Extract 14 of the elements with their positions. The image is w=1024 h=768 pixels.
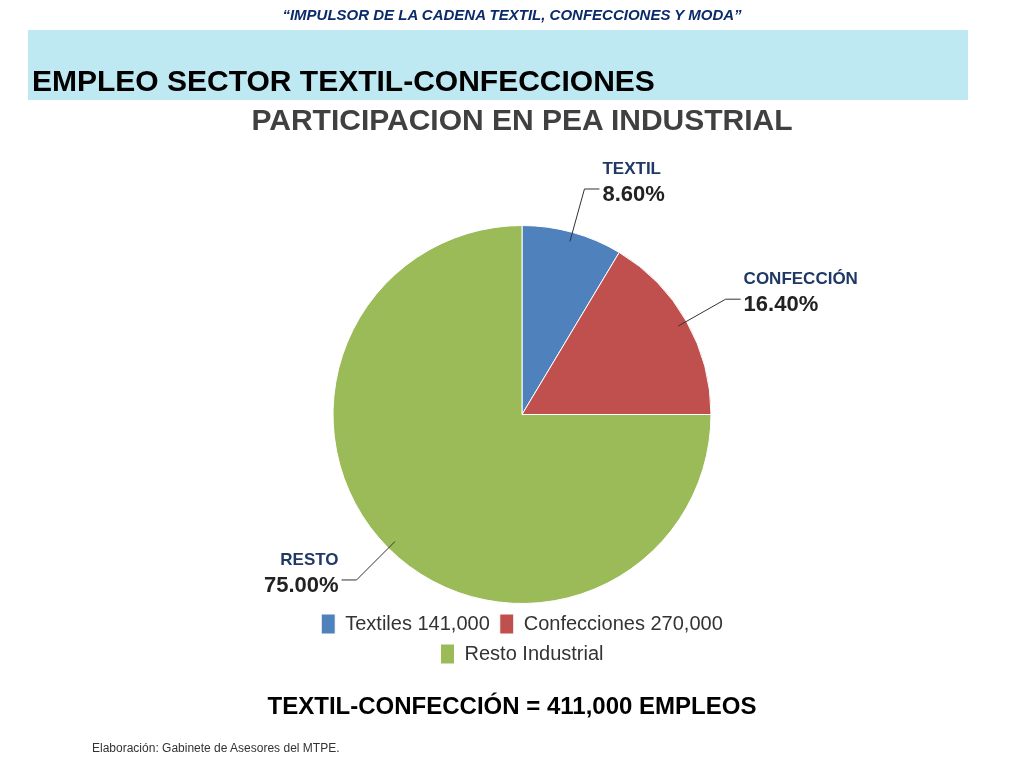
text: “IMPULSOR DE LA CADENA TEXTIL, CONFECCIONES Y MODA”	[281, 6, 743, 23]
data-label: 8.60%	[602, 181, 665, 207]
data-label: 75.00%	[263, 572, 339, 598]
text: EMPLEO SECTOR TEXTIL-CONFECCIONES	[32, 64, 655, 98]
text: Elaboración: Gabinete de Asesores del MTPE.	[92, 741, 340, 755]
legend-label: Confecciones 270,000	[523, 611, 723, 634]
text: TEXTIL	[602, 158, 662, 178]
data-label: 16.40%	[743, 291, 819, 317]
text: TEXTIL-CONFECCIÓN = 411,000 EMPLEOS	[266, 692, 758, 720]
text: CONFECCIÓN	[743, 268, 858, 288]
legend-label: Textiles 141,000	[345, 611, 490, 634]
chart-title: PARTICIPACION EN PEA INDUSTRIAL	[251, 103, 793, 137]
text: RESTO	[280, 549, 339, 569]
legend-label: Resto Industrial	[464, 641, 604, 664]
